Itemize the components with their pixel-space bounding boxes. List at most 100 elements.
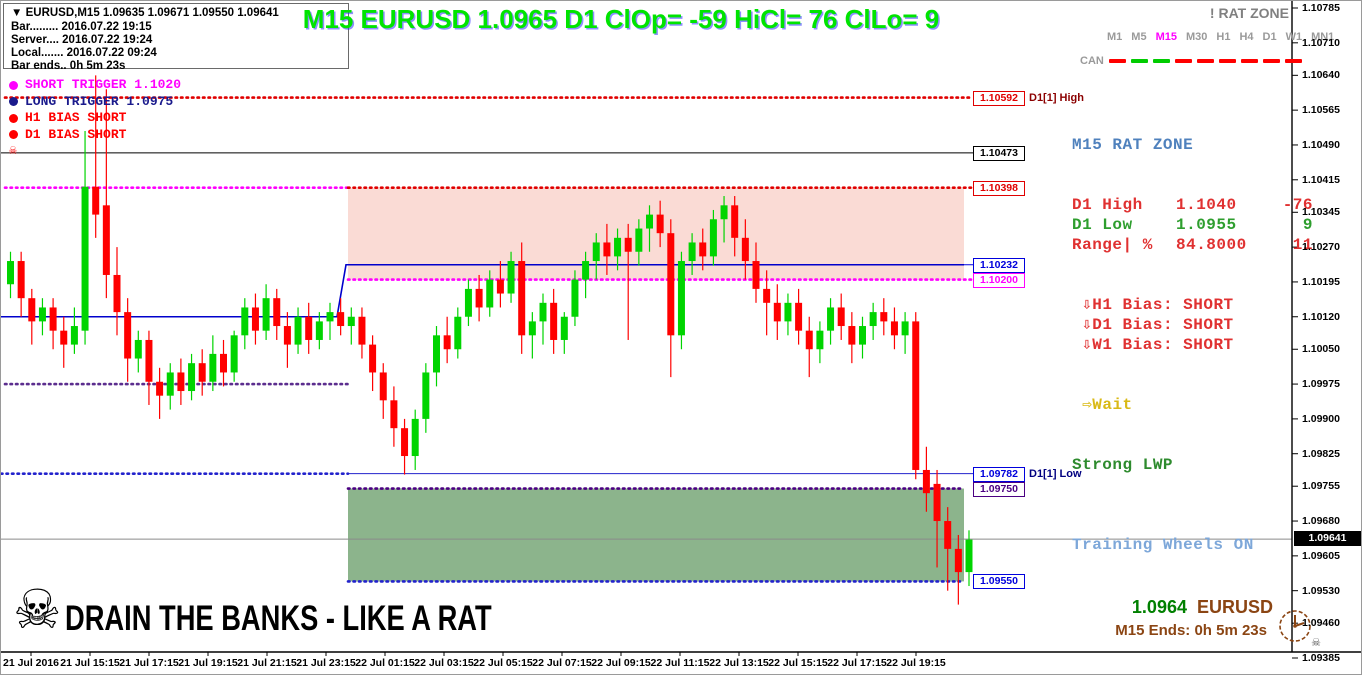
- candle: [582, 261, 590, 280]
- time-axis-label: 21 Jul 2016: [2, 657, 60, 669]
- price-axis-label: 1.09755: [1302, 480, 1340, 493]
- tab-m5[interactable]: M5: [1131, 31, 1147, 43]
- time-axis-label: 22 Jul 03:15: [414, 657, 474, 669]
- legend-bullet-icon: [9, 113, 18, 123]
- bar-countdown: M15 Ends: 0h 5m 23s: [1115, 622, 1267, 639]
- tab-d1[interactable]: D1: [1262, 31, 1277, 43]
- candle: [688, 242, 696, 262]
- tab-h1[interactable]: H1: [1216, 31, 1231, 43]
- candle: [28, 298, 36, 322]
- stat-value: 1.0955: [1176, 216, 1237, 234]
- candle: [411, 418, 419, 457]
- price-axis-label: 1.09460: [1302, 617, 1340, 630]
- can-dash-w1: [1262, 59, 1280, 63]
- time-axis-label: 22 Jul 15:15: [768, 657, 828, 669]
- candle: [965, 539, 973, 573]
- price-axis-label: 1.09385: [1302, 652, 1340, 664]
- candle: [315, 321, 323, 340]
- candle: [486, 279, 494, 308]
- current-price-badge: 1.09641: [1294, 531, 1361, 547]
- level-label-1.10473: 1.10473: [973, 145, 1025, 161]
- candle: [230, 335, 238, 373]
- candle: [198, 363, 206, 382]
- tab-mn1[interactable]: MN1: [1311, 31, 1335, 43]
- candle: [518, 261, 526, 336]
- candle: [784, 302, 792, 322]
- clock-skull-icon: ☠: [1311, 637, 1321, 649]
- can-dash-mn1: [1284, 59, 1302, 63]
- can-dash-d1: [1240, 59, 1258, 63]
- candle: [731, 205, 739, 238]
- candle: [113, 274, 121, 313]
- candle: [550, 302, 558, 340]
- candle: [848, 326, 856, 345]
- price-axis-label: 1.10270: [1302, 241, 1340, 254]
- panel-stat-row: D1 High 1.1040 -76: [1072, 195, 1313, 215]
- candle: [592, 242, 600, 262]
- price-axis-label: 1.09605: [1302, 549, 1340, 562]
- candle: [134, 339, 142, 359]
- bar-time-row: Bar......... 2016.07.22 19:15: [11, 21, 152, 33]
- time-axis-label: 21 Jul 21:15: [237, 657, 297, 669]
- stat-delta: 11: [1292, 236, 1313, 254]
- legend-skull-icon: ☠: [9, 143, 17, 158]
- candle: [859, 326, 866, 345]
- candle: [954, 548, 962, 573]
- can-dash-m30: [1174, 59, 1192, 63]
- candle: [922, 469, 930, 494]
- trigger-line: [1, 263, 964, 318]
- tab-m15[interactable]: M15: [1155, 31, 1177, 43]
- tab-w1[interactable]: W1: [1285, 31, 1303, 43]
- panel-stat-row: Range| % 84.8000 11: [1072, 235, 1313, 255]
- candle: [699, 242, 707, 257]
- candle: [677, 261, 685, 336]
- candle: [294, 316, 302, 345]
- skull-icon: ☠: [13, 580, 62, 640]
- quote-symbol: EURUSD: [1196, 597, 1273, 617]
- candle: [709, 219, 717, 257]
- candle: [912, 321, 920, 470]
- candle: [560, 316, 568, 340]
- trigger-legend: SHORT TRIGGER 1.1020 LONG TRIGGER 1.0975 H…: [9, 77, 181, 160]
- can-label: CAN: [1080, 55, 1104, 67]
- slogan-text: DRAIN THE BANKS - LIKE A RAT: [65, 599, 492, 638]
- level-label-1.10200: 1.10200: [973, 272, 1025, 288]
- can-dash-h1: [1196, 59, 1214, 63]
- candle: [667, 233, 675, 336]
- candle: [422, 372, 430, 419]
- candle: [358, 316, 366, 345]
- time-axis-label: 22 Jul 07:15: [532, 657, 592, 669]
- candle: [507, 261, 515, 294]
- dropdown-icon[interactable]: ▼: [11, 7, 23, 19]
- candle: [646, 214, 653, 229]
- candle: [326, 312, 334, 322]
- price-axis-label: 1.09900: [1302, 412, 1340, 425]
- candle: [220, 353, 227, 373]
- quote-box: 1.0964 EURUSD M15 Ends: 0h 5m 23s: [1031, 596, 1273, 642]
- timeframe-switcher: M1 M5 M15 M30 H1 H4 D1 W1 MN1: [1107, 31, 1334, 43]
- candle: [60, 330, 68, 345]
- can-dash-m5: [1130, 59, 1148, 63]
- legend-item: H1 BIAS SHORT: [9, 110, 181, 127]
- candle: [49, 307, 57, 331]
- tab-h4[interactable]: H4: [1239, 31, 1254, 43]
- legend-item: LONG TRIGGER 1.0975: [9, 94, 181, 111]
- legend-item-label: D1 BIAS SHORT: [25, 126, 127, 142]
- time-axis-label: 22 Jul 11:15: [650, 657, 710, 669]
- candle: [763, 288, 771, 303]
- candle: [454, 316, 462, 350]
- candle: [262, 298, 270, 331]
- tab-m30[interactable]: M30: [1185, 31, 1208, 43]
- candle: [369, 344, 377, 373]
- tab-m1[interactable]: M1: [1107, 31, 1123, 43]
- legend-item: SHORT TRIGGER 1.1020: [9, 77, 181, 94]
- price-axis-label: 1.10120: [1302, 310, 1340, 323]
- price-axis-label: 1.10050: [1302, 343, 1340, 356]
- candle: [145, 339, 153, 382]
- candle: [496, 279, 504, 294]
- legend-item-label: SHORT TRIGGER 1.1020: [25, 77, 182, 92]
- candle: [251, 307, 259, 331]
- price-axis-label: 1.10415: [1302, 173, 1340, 186]
- can-dash-m1: [1108, 59, 1126, 63]
